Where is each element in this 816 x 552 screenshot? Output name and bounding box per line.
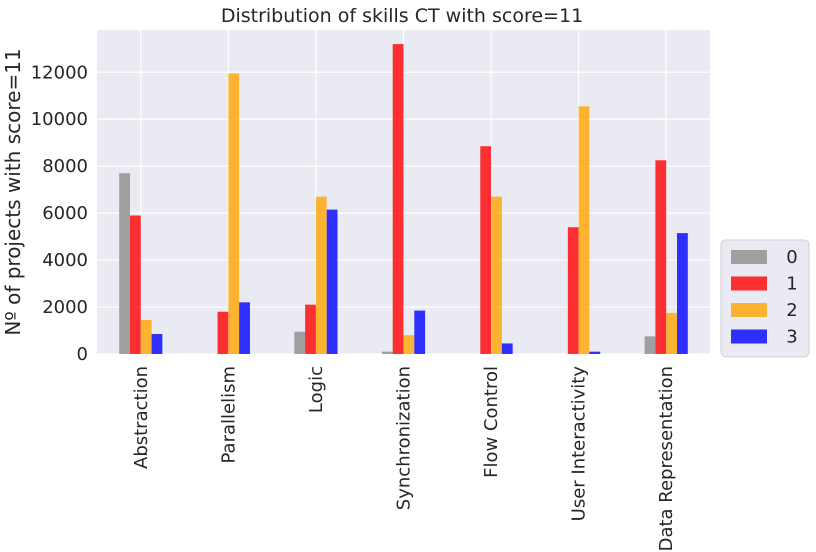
y-tick-label: 4000 xyxy=(42,250,88,271)
y-tick-label: 2000 xyxy=(42,297,88,318)
bar-series-1 xyxy=(217,311,229,354)
bar-series-1 xyxy=(480,146,492,354)
y-axis-label: Nº of projects with score=11 xyxy=(1,48,25,335)
legend-label: 2 xyxy=(786,300,797,321)
y-tick-label: 6000 xyxy=(42,203,88,224)
bar-series-0 xyxy=(381,351,393,354)
bar-series-3 xyxy=(151,334,163,354)
bar-series-1 xyxy=(655,160,667,354)
y-tick-label: 8000 xyxy=(42,156,88,177)
legend-label: 3 xyxy=(786,327,797,348)
x-tick-label: Flow Control xyxy=(481,366,502,478)
bar-series-3 xyxy=(677,233,688,354)
bar-series-0 xyxy=(294,331,306,354)
x-tick-label: Logic xyxy=(306,366,327,413)
bars xyxy=(119,44,688,355)
x-axis-ticks: Abstraction Parallelism Logic Synchronizati… xyxy=(131,366,677,552)
y-tick-label: 10000 xyxy=(31,109,88,130)
legend-swatch xyxy=(731,303,767,317)
bar-series-3 xyxy=(589,351,601,354)
legend-swatch xyxy=(731,276,767,291)
x-tick-label: Synchronization xyxy=(394,366,415,510)
bar-series-2 xyxy=(403,335,415,354)
bar-series-2 xyxy=(578,106,590,354)
bar-series-3 xyxy=(239,302,250,354)
y-tick-label: 12000 xyxy=(31,62,88,83)
bar-series-2 xyxy=(666,312,678,354)
bar-series-1 xyxy=(567,227,579,354)
bar-series-3 xyxy=(414,310,426,354)
bar-series-1 xyxy=(129,215,141,354)
x-tick-label: User Interactivity xyxy=(569,366,590,522)
legend-box xyxy=(720,239,810,358)
y-tick-label: 0 xyxy=(77,344,88,365)
bar-series-2 xyxy=(491,196,502,354)
bar-series-0 xyxy=(644,336,656,354)
x-tick-label: Parallelism xyxy=(218,366,239,464)
legend-label: 1 xyxy=(786,274,797,295)
bar-series-0 xyxy=(119,173,130,354)
bar-series-1 xyxy=(392,44,404,355)
legend: 0 1 2 3 xyxy=(720,239,810,358)
x-tick-label: Data Representation xyxy=(656,366,677,551)
legend-swatch xyxy=(731,329,767,344)
bar-series-2 xyxy=(140,319,152,354)
bar-series-2 xyxy=(228,73,240,354)
bar-series-1 xyxy=(305,304,316,354)
x-tick-label: Abstraction xyxy=(131,366,152,469)
y-axis-ticks: 0 2000 4000 6000 8000 10000 12000 xyxy=(31,62,88,365)
legend-label: 0 xyxy=(786,247,797,268)
legend-swatch xyxy=(731,250,767,264)
bar-series-3 xyxy=(326,209,338,354)
chart-title: Distribution of skills CT with score=11 xyxy=(221,5,583,27)
bar-series-3 xyxy=(501,343,513,354)
bar-series-2 xyxy=(315,196,327,354)
